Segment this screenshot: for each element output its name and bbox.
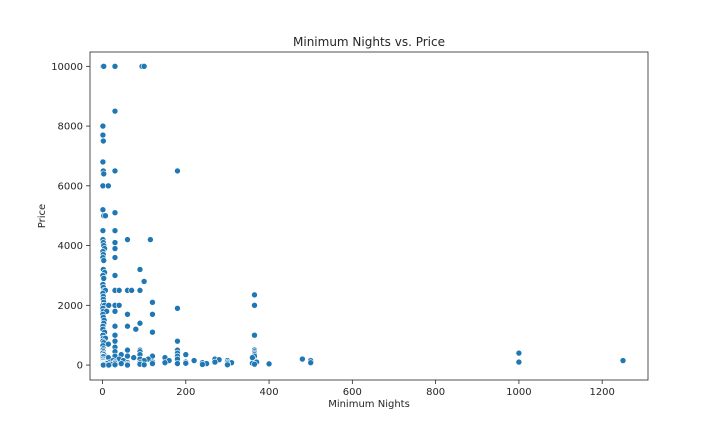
x-tick-label: 1200 (589, 387, 614, 398)
data-point (149, 299, 156, 306)
data-point (111, 331, 119, 339)
data-point (251, 331, 258, 339)
data-point (128, 287, 135, 294)
data-point (265, 360, 273, 368)
data-point (140, 63, 148, 70)
data-point (124, 346, 131, 354)
x-tick-label: 0 (99, 387, 105, 398)
data-point (130, 354, 138, 361)
x-tick-label: 400 (260, 387, 279, 398)
data-point (111, 272, 119, 279)
x-tick-label: 800 (426, 387, 445, 398)
y-tick-label: 6000 (58, 181, 83, 192)
data-point (149, 360, 156, 367)
data-point (100, 275, 108, 282)
data-point (174, 337, 181, 345)
data-point (174, 360, 181, 367)
data-point (140, 278, 148, 285)
data-point (149, 328, 156, 336)
x-tick-label: 600 (343, 387, 362, 398)
y-tick-label: 4000 (58, 241, 83, 252)
data-point (124, 236, 131, 243)
data-point (190, 357, 198, 364)
y-tick-label: 8000 (58, 122, 83, 133)
points-layer (99, 63, 627, 369)
data-point (299, 355, 306, 363)
data-point (515, 358, 523, 366)
data-point (136, 266, 144, 273)
data-point (99, 227, 107, 234)
data-point (211, 358, 219, 366)
data-point (117, 360, 125, 367)
data-point (136, 287, 144, 294)
data-point (136, 319, 144, 327)
plot-frame (89, 51, 649, 381)
x-tick-label: 200 (176, 387, 195, 398)
data-point (111, 337, 119, 345)
data-point (132, 325, 140, 333)
data-point (111, 209, 119, 217)
data-point (102, 212, 109, 219)
data-point (174, 167, 181, 175)
data-point (140, 361, 148, 369)
data-point (124, 322, 131, 330)
data-point (111, 322, 119, 330)
data-point (99, 122, 107, 130)
data-point (147, 236, 154, 243)
data-point (115, 302, 123, 309)
data-point (105, 340, 112, 348)
data-point (174, 305, 181, 312)
axes-layer: 0 200 400 600 800 1000 1200 0 2000 4000 6000 8000 10… (51, 51, 649, 398)
data-point (100, 137, 107, 145)
data-point (99, 158, 107, 166)
data-point (124, 310, 131, 318)
data-point (224, 361, 231, 369)
data-point (115, 287, 123, 294)
data-point (111, 63, 119, 70)
x-tick-label: 1000 (506, 387, 531, 398)
data-point (111, 227, 119, 234)
data-point (182, 359, 190, 367)
data-point (111, 245, 119, 252)
data-point (100, 257, 108, 264)
data-point (105, 182, 112, 190)
y-tick-label: 2000 (58, 301, 83, 312)
x-axis-label: Minimum Nights (328, 399, 410, 410)
data-point (515, 349, 523, 357)
data-point (100, 361, 107, 369)
data-point (99, 182, 107, 190)
data-point (161, 359, 169, 366)
data-point (124, 352, 131, 360)
y-tick-label: 10000 (51, 62, 83, 73)
data-point (111, 307, 119, 315)
y-tick-label: 0 (77, 361, 83, 372)
data-point (111, 239, 119, 246)
data-point (251, 291, 258, 299)
data-point (182, 351, 190, 358)
data-point (100, 170, 108, 178)
chart-title: Minimum Nights vs. Price (293, 35, 445, 49)
data-point (105, 361, 113, 369)
data-point (619, 357, 627, 364)
data-point (199, 361, 206, 368)
data-point (111, 254, 119, 261)
data-point (111, 107, 119, 115)
data-point (251, 360, 258, 368)
data-point (105, 302, 113, 309)
data-point (307, 359, 315, 366)
data-point (99, 206, 107, 214)
data-point (111, 167, 119, 175)
data-point (124, 361, 131, 369)
data-point (100, 63, 108, 70)
y-axis-label: Price (37, 204, 48, 228)
data-point (99, 131, 107, 139)
data-point (149, 310, 156, 318)
data-point (111, 361, 119, 369)
data-point (251, 302, 258, 309)
